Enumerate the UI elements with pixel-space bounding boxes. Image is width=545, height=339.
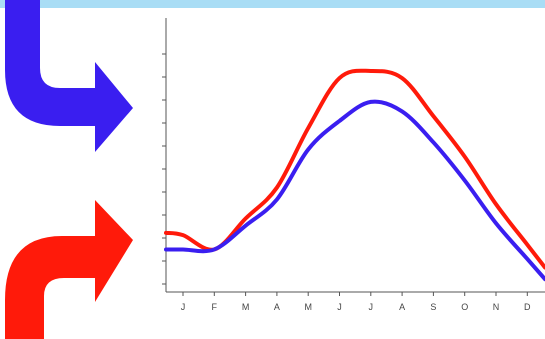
x-tick-label: S bbox=[430, 302, 436, 312]
series-line-1 bbox=[164, 68, 545, 270]
x-tick-label: M bbox=[242, 302, 250, 312]
x-tick-label: A bbox=[399, 302, 405, 312]
x-tick-label: J bbox=[181, 302, 186, 312]
axes-layer bbox=[162, 18, 545, 296]
x-tick-label: F bbox=[212, 302, 218, 312]
header-strip bbox=[0, 0, 545, 8]
lines-layer bbox=[164, 68, 545, 282]
x-tick-label: J bbox=[369, 302, 374, 312]
series-line-2 bbox=[164, 99, 545, 282]
arrows-layer bbox=[5, 0, 133, 339]
x-tick-label: J bbox=[337, 302, 342, 312]
upper-arrow-icon bbox=[5, 0, 133, 152]
x-tick-label: M bbox=[304, 302, 312, 312]
x-tick-label: N bbox=[493, 302, 500, 312]
x-tick-label: A bbox=[274, 302, 280, 312]
lower-arrow-icon bbox=[5, 200, 133, 339]
x-tick-label: D bbox=[524, 302, 531, 312]
x-tick-label: O bbox=[461, 302, 468, 312]
